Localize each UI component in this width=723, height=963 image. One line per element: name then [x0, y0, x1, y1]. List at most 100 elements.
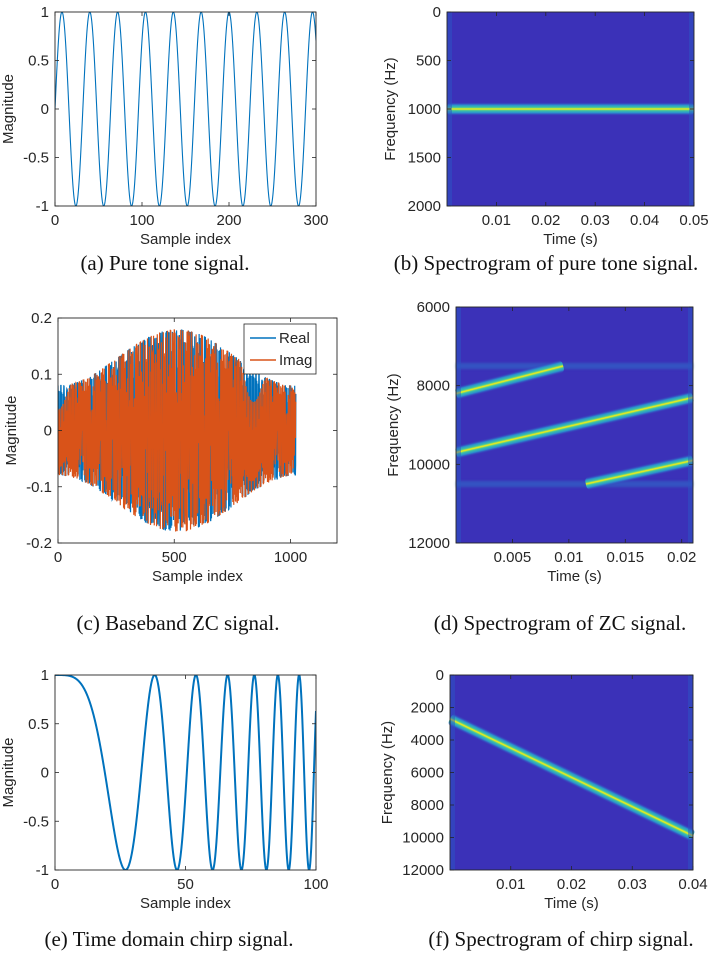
- spectrogram-ridge: [448, 714, 695, 841]
- plot-area: [55, 12, 316, 206]
- x-tick-label: 0.03: [581, 212, 610, 229]
- panel-f: 0.01 0.02 0.03 0.04 Time (s) 0 2000 4000 6000 800…: [379, 667, 708, 951]
- y-tick-label: 0.2: [31, 310, 52, 327]
- y-axis: 6000 8000 10000 12000 Frequency (Hz): [385, 299, 693, 552]
- y-axis: 0 2000 4000 6000 8000 10000 12000 Frequency (Hz…: [379, 667, 693, 879]
- legend-label: Imag: [279, 352, 312, 369]
- spectrogram-edge: [688, 307, 693, 543]
- axes-box: [57, 317, 338, 544]
- y-tick-label: 1: [41, 667, 49, 684]
- y-tick-label: 500: [416, 53, 441, 70]
- y-tick-label: 8000: [411, 797, 444, 814]
- x-tick-label: 0.02: [557, 876, 586, 893]
- y-axis-label: Magnitude: [3, 395, 20, 465]
- x-tick-label: 100: [129, 212, 154, 229]
- y-tick-label: 8000: [417, 378, 450, 395]
- panel-caption: (f) Spectrogram of chirp signal.: [428, 927, 693, 951]
- x-axis: 0 500 1000 Sample index: [54, 318, 307, 585]
- y-tick-label: 2000: [411, 700, 444, 717]
- spectrogram-band: [456, 481, 693, 487]
- y-axis-label: Frequency (Hz): [385, 373, 402, 476]
- spectrogram-ridge: [455, 360, 564, 400]
- x-tick-label: 0.03: [618, 876, 647, 893]
- legend-box: [243, 323, 317, 375]
- y-tick-label: -1: [36, 862, 49, 879]
- x-tick-label: 1000: [274, 549, 307, 566]
- panel-c: 0 500 1000 Sample index 0.2 0.1 0 -0.1 -0.2 Magni…: [3, 310, 338, 635]
- y-tick-label: 6000: [417, 299, 450, 316]
- x-axis: 0.005 0.01 0.015 0.02 Time (s): [494, 307, 696, 585]
- x-tick-label: 100: [303, 876, 328, 893]
- x-tick-label: 0.04: [678, 876, 707, 893]
- legend: Real Imag: [243, 323, 317, 375]
- x-tick-label: 200: [216, 212, 241, 229]
- axes-box: [54, 674, 317, 871]
- panel-a: 0 100 200 300 Sample index 1 0.5 0 -0.5 -1 Magnitu…: [0, 4, 329, 275]
- y-tick-label: 0: [44, 423, 52, 440]
- y-tick-label: 1500: [408, 150, 441, 167]
- y-tick-label: 0: [41, 101, 49, 118]
- x-tick-label: 0: [54, 549, 62, 566]
- x-axis-label: Sample index: [140, 895, 231, 912]
- y-tick-label: 0.5: [28, 716, 49, 733]
- axes-box: [455, 306, 694, 544]
- spectrogram-ridge: [447, 102, 694, 116]
- y-tick-label: 10000: [408, 456, 450, 473]
- x-tick-label: 50: [177, 876, 194, 893]
- y-tick-label: -0.5: [23, 813, 49, 830]
- y-axis: 0.2 0.1 0 -0.1 -0.2 Magnitude: [3, 310, 337, 552]
- x-axis-label: Sample index: [140, 231, 231, 248]
- panel-d: 0.005 0.01 0.015 0.02 Time (s) 6000 8000 10000 1…: [385, 299, 696, 635]
- x-tick-label: 0.04: [630, 212, 659, 229]
- legend-label: Real: [279, 330, 310, 347]
- y-tick-label: 4000: [411, 732, 444, 749]
- x-axis-label: Time (s): [543, 231, 597, 248]
- spectrogram-band: [456, 363, 693, 369]
- x-tick-label: 0.02: [531, 212, 560, 229]
- panel-caption: (d) Spectrogram of ZC signal.: [434, 611, 687, 635]
- y-tick-label: -0.1: [26, 479, 52, 496]
- x-tick-label: 300: [303, 212, 328, 229]
- x-axis-label: Time (s): [547, 568, 601, 585]
- y-tick-label: 1: [41, 4, 49, 21]
- series-line: [55, 675, 316, 870]
- panel-caption: (c) Baseband ZC signal.: [77, 611, 280, 635]
- y-axis-label: Magnitude: [0, 74, 17, 144]
- y-axis: 1 0.5 0 -0.5 -1 Magnitude: [0, 4, 316, 215]
- y-tick-label: 0: [433, 4, 441, 21]
- y-tick-label: 12000: [402, 862, 444, 879]
- x-tick-label: 0.05: [679, 212, 708, 229]
- x-tick-label: 500: [162, 549, 187, 566]
- x-tick-label: 0: [51, 212, 59, 229]
- series-imag: [58, 329, 297, 532]
- y-tick-label: 12000: [408, 535, 450, 552]
- spectrogram-ridge: [585, 454, 694, 490]
- plot-area: [55, 675, 316, 870]
- y-tick-label: 0.1: [31, 366, 52, 383]
- plot-area: [58, 329, 297, 532]
- x-tick-label: 0.02: [667, 549, 696, 566]
- x-tick-label: 0.01: [554, 549, 583, 566]
- axes-box: [54, 11, 317, 207]
- x-tick-label: 0.01: [482, 212, 511, 229]
- x-tick-label: 0.015: [607, 549, 645, 566]
- y-tick-label: 6000: [411, 765, 444, 782]
- y-axis-label: Frequency (Hz): [379, 721, 396, 824]
- spectrogram-ridge: [455, 391, 694, 459]
- y-axis: 0 500 1000 1500 2000 Frequency (Hz): [382, 4, 694, 215]
- panel-caption: (e) Time domain chirp signal.: [44, 927, 293, 951]
- y-tick-label: -0.5: [23, 150, 49, 167]
- panel-caption: (b) Spectrogram of pure tone signal.: [394, 251, 698, 275]
- axes-box: [446, 11, 695, 207]
- panel-caption: (a) Pure tone signal.: [80, 251, 249, 275]
- y-axis-label: Frequency (Hz): [382, 57, 399, 160]
- spectrogram-edge: [456, 307, 461, 543]
- y-tick-label: 0.5: [28, 53, 49, 70]
- x-tick-label: 0: [51, 876, 59, 893]
- y-tick-label: 0: [436, 667, 444, 684]
- panel-e: 0 50 100 Sample index 1 0.5 0 -0.5 -1 Magnitude (e…: [0, 667, 329, 951]
- panel-b: 0.01 0.02 0.03 0.04 0.05 Time (s) 0 500 1000 1500…: [382, 4, 709, 275]
- y-tick-label: -0.2: [26, 535, 52, 552]
- x-axis: 0.01 0.02 0.03 0.04 Time (s): [496, 675, 708, 912]
- x-axis-label: Time (s): [544, 895, 598, 912]
